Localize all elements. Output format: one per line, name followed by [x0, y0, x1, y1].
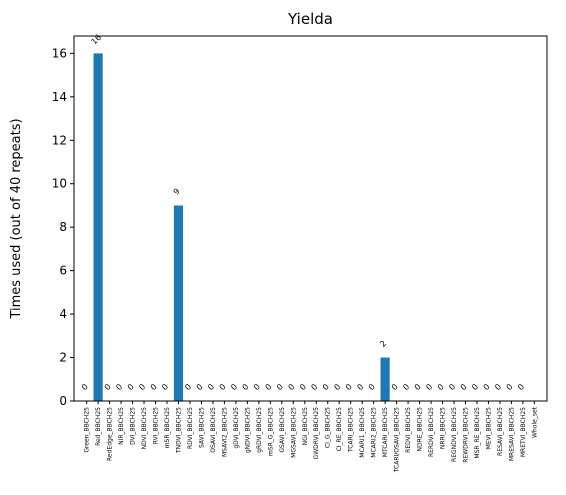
bar	[380, 357, 390, 401]
data-label: 0	[126, 382, 136, 392]
x-tick-label: Red_BBCH25	[95, 407, 102, 446]
data-label: 0	[390, 382, 400, 392]
x-tick-label: NDRE_BBCH25	[417, 407, 424, 452]
data-label: 0	[264, 382, 274, 392]
data-label: 0	[344, 382, 354, 392]
data-label: 0	[367, 382, 377, 392]
x-tick-label: mSR_G_BBCH25	[267, 407, 274, 456]
data-label: 0	[252, 382, 262, 392]
x-tick-label: MRETVI_BBCH25	[520, 407, 527, 457]
data-label: 0	[355, 382, 365, 392]
y-tick-label: 14	[52, 90, 67, 104]
data-label: 0	[137, 382, 147, 392]
data-label: 0	[516, 382, 526, 392]
x-tick-label: OSAVI_BBCH25	[210, 407, 217, 453]
data-label: 0	[459, 382, 469, 392]
y-tick-label: 10	[52, 177, 67, 191]
x-tick-label: NIR_BBCH25	[118, 407, 125, 445]
x-axis: Green_BBCH25 Red_BBCH25 RedEdge_BBCH25 NIR_…	[84, 401, 538, 473]
data-label: 0	[206, 382, 216, 392]
y-tick-label: 12	[52, 133, 67, 147]
data-label: 0	[160, 382, 170, 392]
data-label: 0	[424, 382, 434, 392]
x-tick-label: Green_BBCH25	[84, 407, 91, 453]
x-tick-label: RERDVI_BBCH25	[428, 407, 435, 457]
data-label: 9	[172, 187, 182, 197]
data-label: 0	[241, 382, 251, 392]
x-tick-label: RVI_BBCH25	[153, 407, 160, 444]
x-tick-label: NDVI_BBCH25	[141, 407, 148, 450]
x-tick-label: MSAVI2_BBCH25	[221, 407, 228, 457]
data-label: 0	[298, 382, 308, 392]
x-tick-label: MGSAVI_BBCH25	[290, 407, 297, 458]
data-label: 0	[275, 382, 285, 392]
x-tick-label: gRDVI_BBCH25	[256, 407, 263, 453]
data-label: 0	[218, 382, 228, 392]
bar	[173, 205, 184, 401]
data-label: 0	[321, 382, 331, 392]
plot-area-frame	[73, 35, 548, 402]
y-tick-label: 8	[59, 220, 67, 234]
x-tick-label: MCARI1_BBCH25	[359, 407, 366, 458]
data-label: 0	[493, 382, 503, 392]
x-tick-label: CI_G_BBCH25	[325, 407, 332, 448]
data-label: 0	[103, 382, 113, 392]
y-tick-label: 0	[59, 394, 67, 408]
chart-title: Yielda	[287, 10, 333, 28]
data-label: 2	[378, 339, 388, 349]
data-label: 0	[195, 382, 205, 392]
x-tick-label: NGI_BBCH25	[302, 407, 309, 446]
y-axis-label: Times used (out of 40 repeats)	[9, 118, 24, 319]
x-tick-label: RedEdge_BBCH25	[107, 407, 114, 461]
data-label: 0	[80, 382, 90, 392]
x-tick-label: SAVI_BBCH25	[198, 407, 205, 448]
y-tick-label: 6	[59, 264, 67, 278]
x-tick-label: MTCARI_BBCH25	[382, 407, 389, 457]
x-tick-label: gDVI_BBCH25	[233, 407, 240, 449]
data-label: 0	[505, 382, 515, 392]
x-tick-label: mSR_BBCH25	[164, 407, 171, 448]
x-tick-label: MEVI_BBCH25	[485, 407, 492, 449]
x-tick-label: CI_RE_BBCH25	[336, 407, 343, 452]
x-tick-label: MRESAVI_BBCH25	[508, 407, 515, 461]
y-axis: 0 2 4 6 8 10 12 14 16	[52, 46, 74, 408]
x-tick-label: gNDVI_BBCH25	[244, 407, 251, 453]
x-tick-label: MSR_RE_BBCH25	[474, 407, 481, 459]
data-label: 0	[183, 382, 193, 392]
data-label: 0	[447, 382, 457, 392]
data-label: 16	[90, 33, 104, 47]
x-tick-label: Whole_set	[531, 406, 538, 438]
data-label: 0	[287, 382, 297, 392]
x-tick-label: MCARI2_BBCH25	[371, 407, 378, 458]
x-tick-label: GSAVI_BBCH25	[279, 407, 286, 453]
y-tick-label: 4	[59, 307, 67, 321]
x-tick-label: REGNDVI_BBCH25	[451, 407, 458, 462]
bars-group	[93, 53, 390, 401]
x-tick-label: NRRI_BBCH25	[440, 407, 447, 449]
data-label: 0	[436, 382, 446, 392]
data-label: 0	[149, 382, 159, 392]
data-label: 0	[229, 382, 239, 392]
data-label: 0	[114, 382, 124, 392]
bar	[93, 53, 103, 401]
x-tick-label: REDVI_BBCH25	[405, 407, 412, 453]
x-tick-label: GWDRVI_BBCH25	[313, 407, 320, 460]
x-tick-label: RDVI_BBCH25	[187, 407, 194, 449]
data-label: 0	[332, 382, 342, 392]
y-tick-label: 2	[59, 351, 67, 365]
data-label: 0	[309, 382, 319, 392]
x-tick-label: RESAVI_BBCH25	[497, 407, 504, 456]
x-tick-label: DVI_BBCH25	[130, 407, 137, 445]
data-label: 0	[413, 382, 423, 392]
x-tick-label: TNDVI_BBCH25	[175, 407, 182, 454]
x-tick-label: TCARI_BBCH25	[348, 407, 355, 453]
data-label: 0	[401, 382, 411, 392]
data-label: 0	[482, 382, 492, 392]
data-label: 0	[470, 382, 480, 392]
x-tick-label: TCARI/OSAVI_BBCH25	[394, 407, 401, 473]
y-tick-label: 16	[52, 46, 67, 60]
x-tick-label: REWDRVI_BBCH25	[462, 407, 469, 463]
